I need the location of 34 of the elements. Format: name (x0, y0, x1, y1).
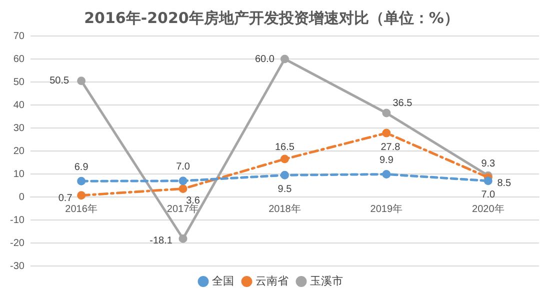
data-label: 27.8 (380, 142, 401, 153)
y-tick-label: -20 (10, 238, 25, 249)
data-label: 8.5 (497, 178, 512, 190)
legend-label: 玉溪市 (310, 274, 343, 288)
y-tick-label: 30 (13, 122, 25, 134)
y-tick-label: 0 (18, 192, 25, 203)
y-tick-label: -10 (10, 214, 25, 226)
x-tick-label: 2019年 (370, 202, 403, 215)
data-label: 9.9 (379, 154, 394, 166)
legend-label: 云南省 (255, 274, 288, 288)
data-label: 60.0 (254, 54, 275, 65)
legend-label: 全国 (212, 274, 234, 288)
data-label: 7.0 (481, 190, 496, 201)
data-label: -18.1 (150, 235, 173, 246)
y-tick-label: 20 (13, 146, 25, 157)
x-tick-label: 2018年 (268, 202, 301, 215)
x-tick-label: 2020年 (472, 202, 504, 215)
data-label: 36.5 (392, 98, 413, 109)
data-label: 50.5 (50, 76, 70, 87)
y-tick-label: 40 (13, 100, 25, 111)
data-label: 9.3 (481, 158, 496, 170)
y-tick-label: 70 (13, 30, 25, 42)
x-tick-label: 2016年 (65, 202, 98, 215)
y-tick-label: 60 (13, 54, 25, 65)
y-tick-label: 10 (13, 168, 25, 180)
data-label: 6.9 (74, 162, 89, 173)
y-tick-label: 50 (13, 76, 25, 88)
chart-title: 2016年-2020年房地产开发投资增速对比（单位：%） (84, 8, 459, 27)
y-tick-label: -30 (10, 260, 25, 272)
data-label: 9.5 (278, 184, 292, 195)
data-label: 16.5 (274, 142, 295, 153)
data-label: 7.0 (176, 162, 190, 173)
x-tick-label: 2017年 (166, 202, 200, 215)
data-label: 0.7 (58, 193, 73, 204)
